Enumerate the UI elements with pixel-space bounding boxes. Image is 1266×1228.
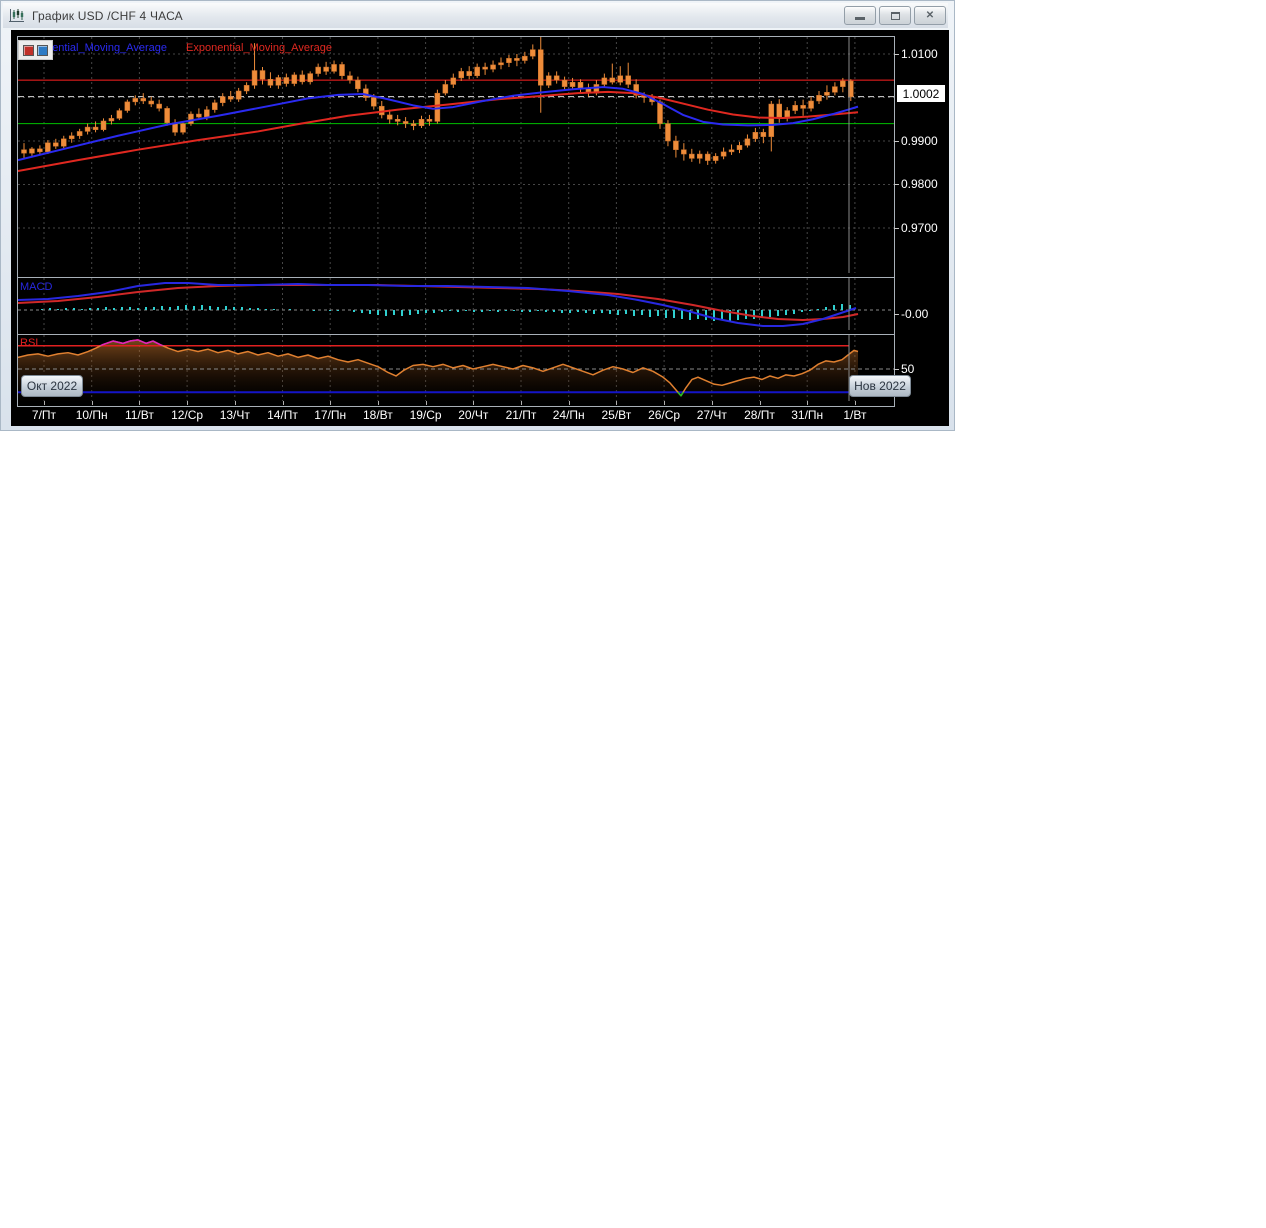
axis-tick — [521, 401, 522, 405]
time-axis-label: 17/Пн — [314, 408, 347, 422]
close-icon: ✕ — [925, 9, 935, 21]
title-bar[interactable]: График USD /CHF 4 ЧАСА ✕ — [3, 3, 948, 28]
axis-tick — [894, 369, 899, 370]
axis-tick — [711, 401, 713, 405]
axis-tick — [139, 401, 141, 405]
price-axis-label: 0.9900 — [901, 134, 938, 148]
restore-icon — [890, 11, 900, 20]
price-axis-label: 1.0100 — [901, 47, 938, 61]
price-chart-panel[interactable] — [17, 36, 895, 279]
axis-tick — [894, 184, 899, 185]
time-axis-label: 24/Пн — [552, 408, 585, 422]
axis-tick — [894, 314, 899, 315]
time-axis-label: 31/Пн — [791, 408, 824, 422]
time-axis-label: 27/Чт — [696, 408, 727, 422]
current-price-label: 1.0002 — [897, 85, 945, 102]
window-title: График USD /CHF 4 ЧАСА — [32, 8, 183, 23]
time-axis-label: 25/Вт — [601, 408, 632, 422]
chart-window: График USD /CHF 4 ЧАСА ✕ Exponential_Mov… — [0, 0, 955, 431]
axis-tick — [330, 401, 332, 405]
time-axis-label: 12/Ср — [171, 408, 204, 422]
price-axis-label: 0.9700 — [901, 221, 938, 235]
macd-panel[interactable] — [17, 277, 895, 336]
month-button-left[interactable]: Окт 2022 — [21, 375, 83, 397]
axis-tick — [91, 401, 93, 405]
axis-tick — [473, 401, 475, 405]
time-axis-label: 1/Вт — [843, 408, 867, 422]
axis-tick — [377, 401, 379, 405]
close-button[interactable]: ✕ — [914, 6, 946, 25]
axis-tick — [894, 54, 899, 55]
minimize-icon — [855, 17, 865, 20]
ema-fast-label: Exponential_Moving_Average — [21, 42, 167, 54]
axis-tick — [44, 401, 45, 405]
minimize-button[interactable] — [844, 6, 876, 25]
time-axis-label: 19/Ср — [409, 408, 442, 422]
macd-axis-value: -0.00 — [901, 307, 929, 321]
time-axis-label: 7/Пт — [31, 408, 57, 422]
month-button-right[interactable]: Нов 2022 — [849, 375, 911, 397]
axis-tick — [894, 228, 899, 229]
axis-tick — [187, 401, 189, 405]
axis-tick — [664, 401, 666, 405]
price-axis-label: 0.9800 — [901, 177, 938, 191]
axis-tick — [234, 401, 236, 405]
macd-label: MACD — [20, 281, 53, 293]
legend-swatches[interactable] — [18, 40, 53, 60]
time-axis-label: 10/Пн — [75, 408, 108, 422]
axis-tick — [759, 401, 761, 405]
time-axis-label: 21/Пт — [505, 408, 537, 422]
time-axis-label: 13/Чт — [219, 408, 250, 422]
axis-tick — [616, 401, 618, 405]
axis-tick — [425, 401, 427, 405]
time-axis-label: 26/Ср — [648, 408, 681, 422]
rsi-axis-value: 50 — [901, 362, 915, 376]
legend-swatch-blue-icon — [37, 44, 48, 56]
axis-tick — [854, 401, 856, 405]
axis-tick — [282, 401, 284, 405]
candlestick-chart-icon — [9, 8, 24, 22]
legend-swatch-red-icon — [23, 44, 34, 56]
rsi-panel[interactable] — [17, 334, 895, 407]
time-axis-label: 20/Чт — [458, 408, 489, 422]
axis-tick — [894, 141, 899, 142]
axis-tick — [807, 401, 809, 405]
time-axis-label: 18/Вт — [362, 408, 393, 422]
restore-button[interactable] — [879, 6, 911, 25]
time-axis-label: 28/Пт — [744, 408, 775, 422]
ema-slow-label: Exponential_Moving_Average — [186, 42, 332, 54]
time-axis-label: 14/Пт — [267, 408, 298, 422]
axis-tick — [568, 401, 570, 405]
rsi-label: RSI — [20, 337, 39, 349]
time-axis-label: 11/Вт — [124, 408, 154, 422]
